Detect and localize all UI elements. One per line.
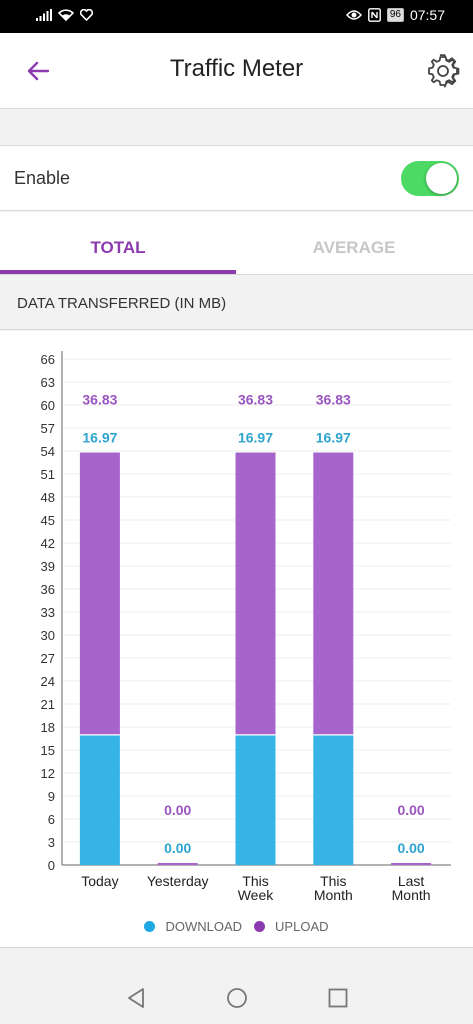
chart-card: 0 3 6 9 12 15 18 21 24 27 30 33 36 39 42 45 48 51 54 57 60 63… <box>0 331 473 948</box>
download-value-label: 16.97 <box>82 430 117 446</box>
upload-value-label: 0.00 <box>397 802 424 818</box>
nfc-icon <box>367 8 381 22</box>
y-tick-label: 36 <box>41 582 55 597</box>
y-tick-label: 42 <box>41 536 55 551</box>
system-nav-bar <box>0 972 473 1024</box>
nav-recents-button[interactable] <box>326 986 350 1010</box>
gear-icon <box>428 54 460 88</box>
y-tick-label: 39 <box>41 559 55 574</box>
legend-download-label: DOWNLOAD <box>165 919 243 934</box>
y-tick-label: 27 <box>41 651 55 666</box>
tab-total[interactable]: TOTAL <box>90 238 146 257</box>
tab-indicator <box>0 270 236 274</box>
legend-upload: UPLOAD <box>254 919 329 934</box>
y-tick-label: 18 <box>41 720 55 735</box>
toggle-knob <box>426 163 457 194</box>
heart-icon <box>80 9 93 21</box>
tab-average[interactable]: AVERAGE <box>312 238 396 257</box>
back-button[interactable] <box>20 53 56 89</box>
x-category-label: This <box>242 873 268 889</box>
x-category-label: Month <box>392 887 431 903</box>
y-tick-label: 60 <box>41 398 55 413</box>
y-tick-label: 57 <box>41 421 55 436</box>
enable-toggle[interactable] <box>401 161 459 196</box>
wifi-icon <box>58 9 74 21</box>
x-category-label: Last <box>398 873 425 889</box>
y-tick-label: 12 <box>41 766 55 781</box>
square-recents-icon <box>328 988 348 1008</box>
bar-upload <box>79 452 120 735</box>
status-bar: 96 07:57 <box>0 0 473 33</box>
bar-download <box>235 734 276 865</box>
bar-download <box>79 734 120 865</box>
bar-upload <box>235 452 276 735</box>
section-header: DATA TRANSFERRED (IN MB) <box>0 274 473 330</box>
download-value-label: 0.00 <box>397 840 424 856</box>
y-tick-label: 3 <box>48 835 55 850</box>
y-tick-label: 45 <box>41 513 55 528</box>
signal-icon <box>36 9 52 21</box>
battery-indicator: 96 <box>386 8 404 22</box>
bar-upload <box>313 452 354 735</box>
circle-home-icon <box>227 988 247 1008</box>
upload-value-label: 36.83 <box>316 392 351 408</box>
traffic-chart: 0369121518212427303336394245485154576063… <box>41 351 451 903</box>
y-tick-label: 33 <box>41 605 55 620</box>
section-title: DATA TRANSFERRED (IN MB) <box>17 295 227 312</box>
y-tick-label: 30 <box>41 628 55 643</box>
y-tick-label: 9 <box>48 789 55 804</box>
y-tick-label: 48 <box>41 490 55 505</box>
back-arrow-icon <box>27 61 49 81</box>
bar-upload <box>157 863 198 865</box>
nav-home-button[interactable] <box>225 986 249 1010</box>
status-icons-left <box>36 9 93 21</box>
y-tick-label: 63 <box>41 375 55 390</box>
y-tick-label: 51 <box>41 467 55 482</box>
y-tick-label: 0 <box>48 858 55 873</box>
y-tick-label: 24 <box>41 674 55 689</box>
x-category-label: Yesterday <box>147 873 209 889</box>
legend-download: DOWNLOAD <box>144 919 242 934</box>
status-time: 07:57 <box>409 7 445 23</box>
tab-bar: TOTAL AVERAGE <box>0 212 473 274</box>
legend-upload-label: UPLOAD <box>275 919 329 934</box>
enable-row: Enable <box>0 145 473 211</box>
eye-icon <box>345 10 362 20</box>
y-tick-label: 15 <box>41 743 55 758</box>
app-bar: Traffic Meter <box>0 33 473 109</box>
bar-upload <box>391 863 432 865</box>
nav-back-button[interactable] <box>124 986 148 1010</box>
upload-dot <box>254 921 266 932</box>
x-category-label: Today <box>81 873 118 889</box>
bar-download <box>313 734 354 865</box>
x-category-label: Month <box>314 887 353 903</box>
upload-value-label: 36.83 <box>238 392 273 408</box>
download-value-label: 16.97 <box>316 430 351 446</box>
download-value-label: 0.00 <box>164 840 191 856</box>
download-value-label: 16.97 <box>238 430 273 446</box>
x-category-label: Week <box>238 887 275 903</box>
y-tick-label: 54 <box>41 444 55 459</box>
upload-value-label: 0.00 <box>164 802 191 818</box>
y-tick-label: 6 <box>48 812 55 827</box>
status-icons-right: 96 07:57 <box>345 7 445 23</box>
chart-legend: DOWNLOAD UPLOAD <box>0 919 473 934</box>
settings-button[interactable] <box>423 51 463 91</box>
triangle-back-icon <box>128 988 144 1008</box>
upload-value-label: 36.83 <box>82 392 117 408</box>
enable-label: Enable <box>14 168 71 188</box>
page-title: Traffic Meter <box>169 55 304 82</box>
y-tick-label: 21 <box>41 697 55 712</box>
y-tick-label: 66 <box>41 352 55 367</box>
download-dot <box>144 921 156 932</box>
x-category-label: This <box>320 873 346 889</box>
